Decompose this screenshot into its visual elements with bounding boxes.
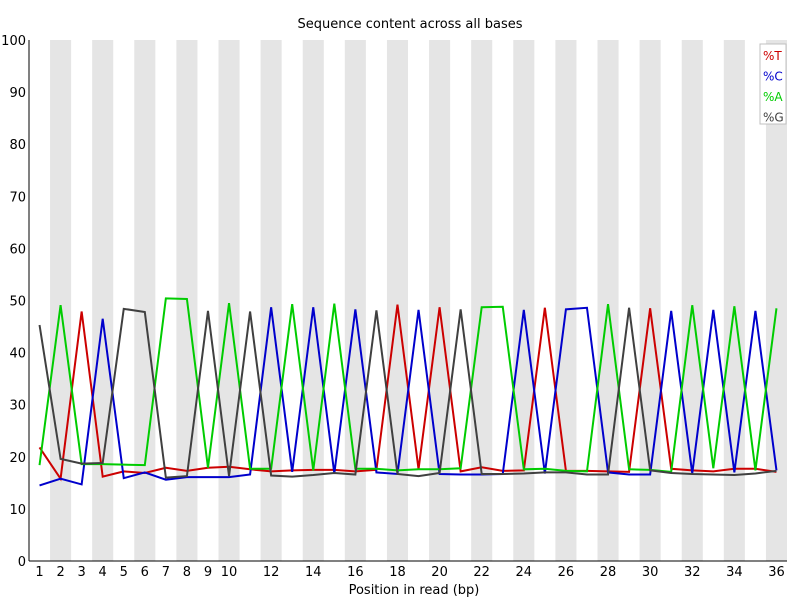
y-tick-label: 70: [9, 190, 26, 205]
band-24: [513, 40, 535, 561]
band-32: [681, 40, 703, 561]
x-tick-label: 9: [204, 565, 212, 580]
y-tick-label: 80: [9, 138, 26, 153]
band-26: [555, 40, 577, 561]
band-6: [134, 40, 156, 561]
legend-entry: %T: [763, 49, 782, 63]
x-tick-label: 8: [183, 565, 191, 580]
legend-entry: %G: [763, 111, 784, 125]
y-tick-label: 100: [1, 34, 26, 49]
x-tick-label: 2: [56, 565, 64, 580]
band-16: [344, 40, 366, 561]
x-tick-label: 10: [221, 565, 238, 580]
x-tick-label: 3: [77, 565, 85, 580]
band-2: [50, 40, 72, 561]
x-tick-label: 18: [389, 565, 406, 580]
band-10: [218, 40, 240, 561]
y-tick-label: 90: [9, 86, 26, 101]
band-30: [639, 40, 661, 561]
legend-entry: %C: [763, 70, 783, 84]
x-tick-label: 5: [120, 565, 128, 580]
x-tick-label: 32: [684, 565, 701, 580]
x-tick-label: 24: [516, 565, 533, 580]
y-tick-label: 10: [9, 503, 26, 518]
legend: %T %C %A %G: [759, 43, 787, 125]
x-axis-label: Position in read (bp): [349, 583, 480, 598]
band-18: [386, 40, 408, 561]
x-tick-label: 20: [431, 565, 448, 580]
x-tick-label: 7: [162, 565, 170, 580]
y-tick-label: 20: [9, 451, 26, 466]
band-4: [92, 40, 114, 561]
y-tick-label: 0: [18, 555, 26, 570]
x-tick-label: 16: [347, 565, 364, 580]
band-12: [260, 40, 282, 561]
x-tick-label: 30: [642, 565, 659, 580]
y-tick-label: 30: [9, 399, 26, 414]
x-tick-label: 28: [600, 565, 617, 580]
x-tick-label: 6: [141, 565, 149, 580]
y-tick-label: 40: [9, 347, 26, 362]
x-tick-label: 26: [558, 565, 575, 580]
band-14: [302, 40, 324, 561]
y-tick-label: 60: [9, 242, 26, 257]
chart-title: Sequence content across all bases: [297, 17, 522, 32]
band-20: [429, 40, 451, 561]
y-axis-ticks: 0 10 20 30 40 50 60 70 80 90 100: [1, 34, 26, 570]
x-tick-label: 4: [99, 565, 107, 580]
background-bands: [50, 40, 787, 561]
x-axis-ticks: 1 2 3 4 5 6 7 8 9 10 12 14 16 18 20 22 24 26 28 30 32 34 36: [35, 565, 784, 580]
band-34: [723, 40, 745, 561]
band-22: [471, 40, 493, 561]
band-28: [597, 40, 619, 561]
series-line-pct-g: [38, 307, 777, 479]
x-tick-label: 12: [263, 565, 280, 580]
x-tick-label: 14: [305, 565, 322, 580]
x-tick-label: 34: [726, 565, 743, 580]
x-tick-label: 1: [35, 565, 43, 580]
x-tick-label: 22: [473, 565, 490, 580]
y-tick-label: 50: [9, 295, 26, 310]
legend-entry: %A: [763, 90, 783, 104]
series-lines: [38, 297, 778, 487]
series-line-pct-c: [39, 306, 778, 487]
x-tick-label: 36: [768, 565, 785, 580]
legend-box: [759, 43, 787, 125]
